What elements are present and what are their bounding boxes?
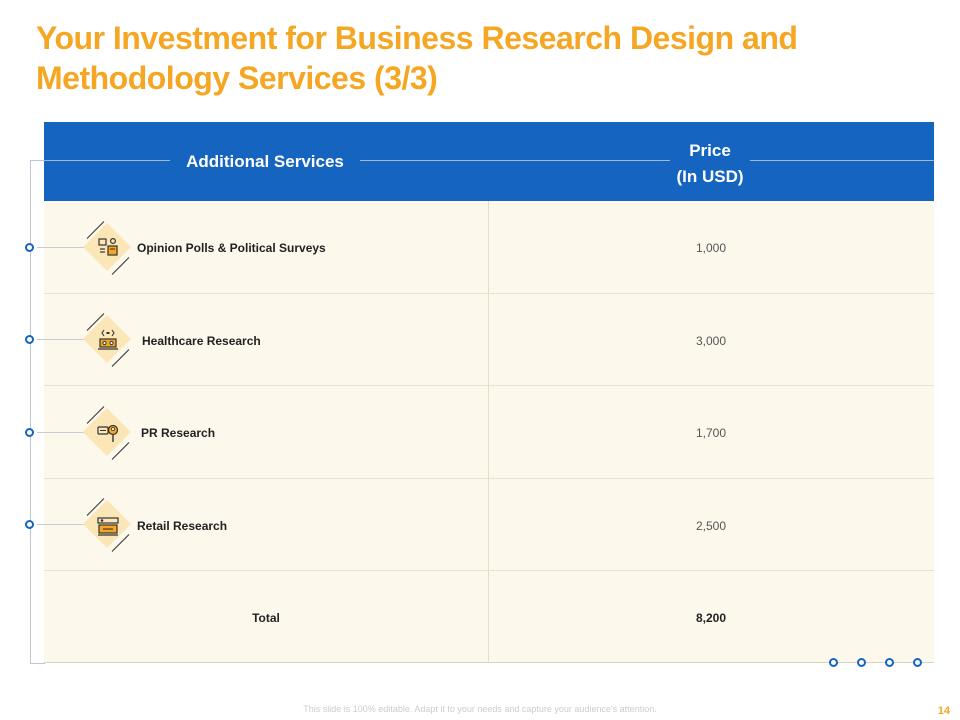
header-rule-middle	[352, 160, 672, 161]
row-connector	[37, 524, 85, 525]
row-price-retail-research: 2,500	[695, 519, 727, 533]
row-price-healthcare-research: 3,000	[695, 334, 727, 348]
row-label-healthcare-research: Healthcare Research	[142, 334, 261, 348]
footer-note: This slide is 100% editable. Adapt it to…	[303, 704, 657, 714]
header-additional-services: Additional Services	[170, 150, 360, 174]
total-label: Total	[252, 611, 280, 625]
header-rule-right	[745, 160, 934, 161]
decor-dot	[913, 658, 922, 667]
row-marker	[25, 335, 34, 344]
decor-dot	[857, 658, 866, 667]
table-bottom-border	[44, 662, 934, 663]
total-price: 8,200	[695, 611, 727, 625]
row-marker	[25, 243, 34, 252]
pricing-table	[44, 201, 934, 663]
table-row	[78, 495, 138, 555]
row-label-pr-research: PR Research	[141, 426, 216, 440]
table-row	[78, 403, 138, 463]
decor-dot	[885, 658, 894, 667]
row-connector	[37, 339, 85, 340]
page-number: 14	[937, 705, 950, 717]
header-rule-left	[44, 160, 178, 161]
table-row	[78, 310, 138, 370]
decor-dot	[829, 658, 838, 667]
row-connector	[37, 247, 85, 248]
opinion-poll-icon	[98, 237, 118, 256]
left-bracket-line	[30, 160, 45, 664]
row-divider	[44, 385, 934, 386]
row-marker	[25, 428, 34, 437]
row-label-retail-research: Retail Research	[137, 519, 228, 533]
row-divider	[44, 293, 934, 294]
row-marker	[25, 520, 34, 529]
table-row	[78, 218, 138, 278]
row-price-pr-research: 1,700	[695, 426, 727, 440]
row-label-opinion-polls: Opinion Polls & Political Surveys	[137, 241, 326, 255]
retail-icon	[97, 517, 119, 536]
header-price-line1: Price	[689, 141, 731, 160]
row-connector	[37, 432, 85, 433]
pr-research-icon	[97, 424, 119, 442]
row-price-opinion-polls: 1,000	[695, 241, 727, 255]
column-divider	[488, 201, 489, 663]
healthcare-icon	[98, 329, 118, 350]
row-divider	[44, 570, 934, 571]
row-divider	[44, 478, 934, 479]
header-price-unit: (In USD)	[676, 167, 744, 186]
slide-title: Your Investment for Business Research De…	[36, 20, 798, 96]
header-price: Price (In USD)	[670, 138, 750, 190]
